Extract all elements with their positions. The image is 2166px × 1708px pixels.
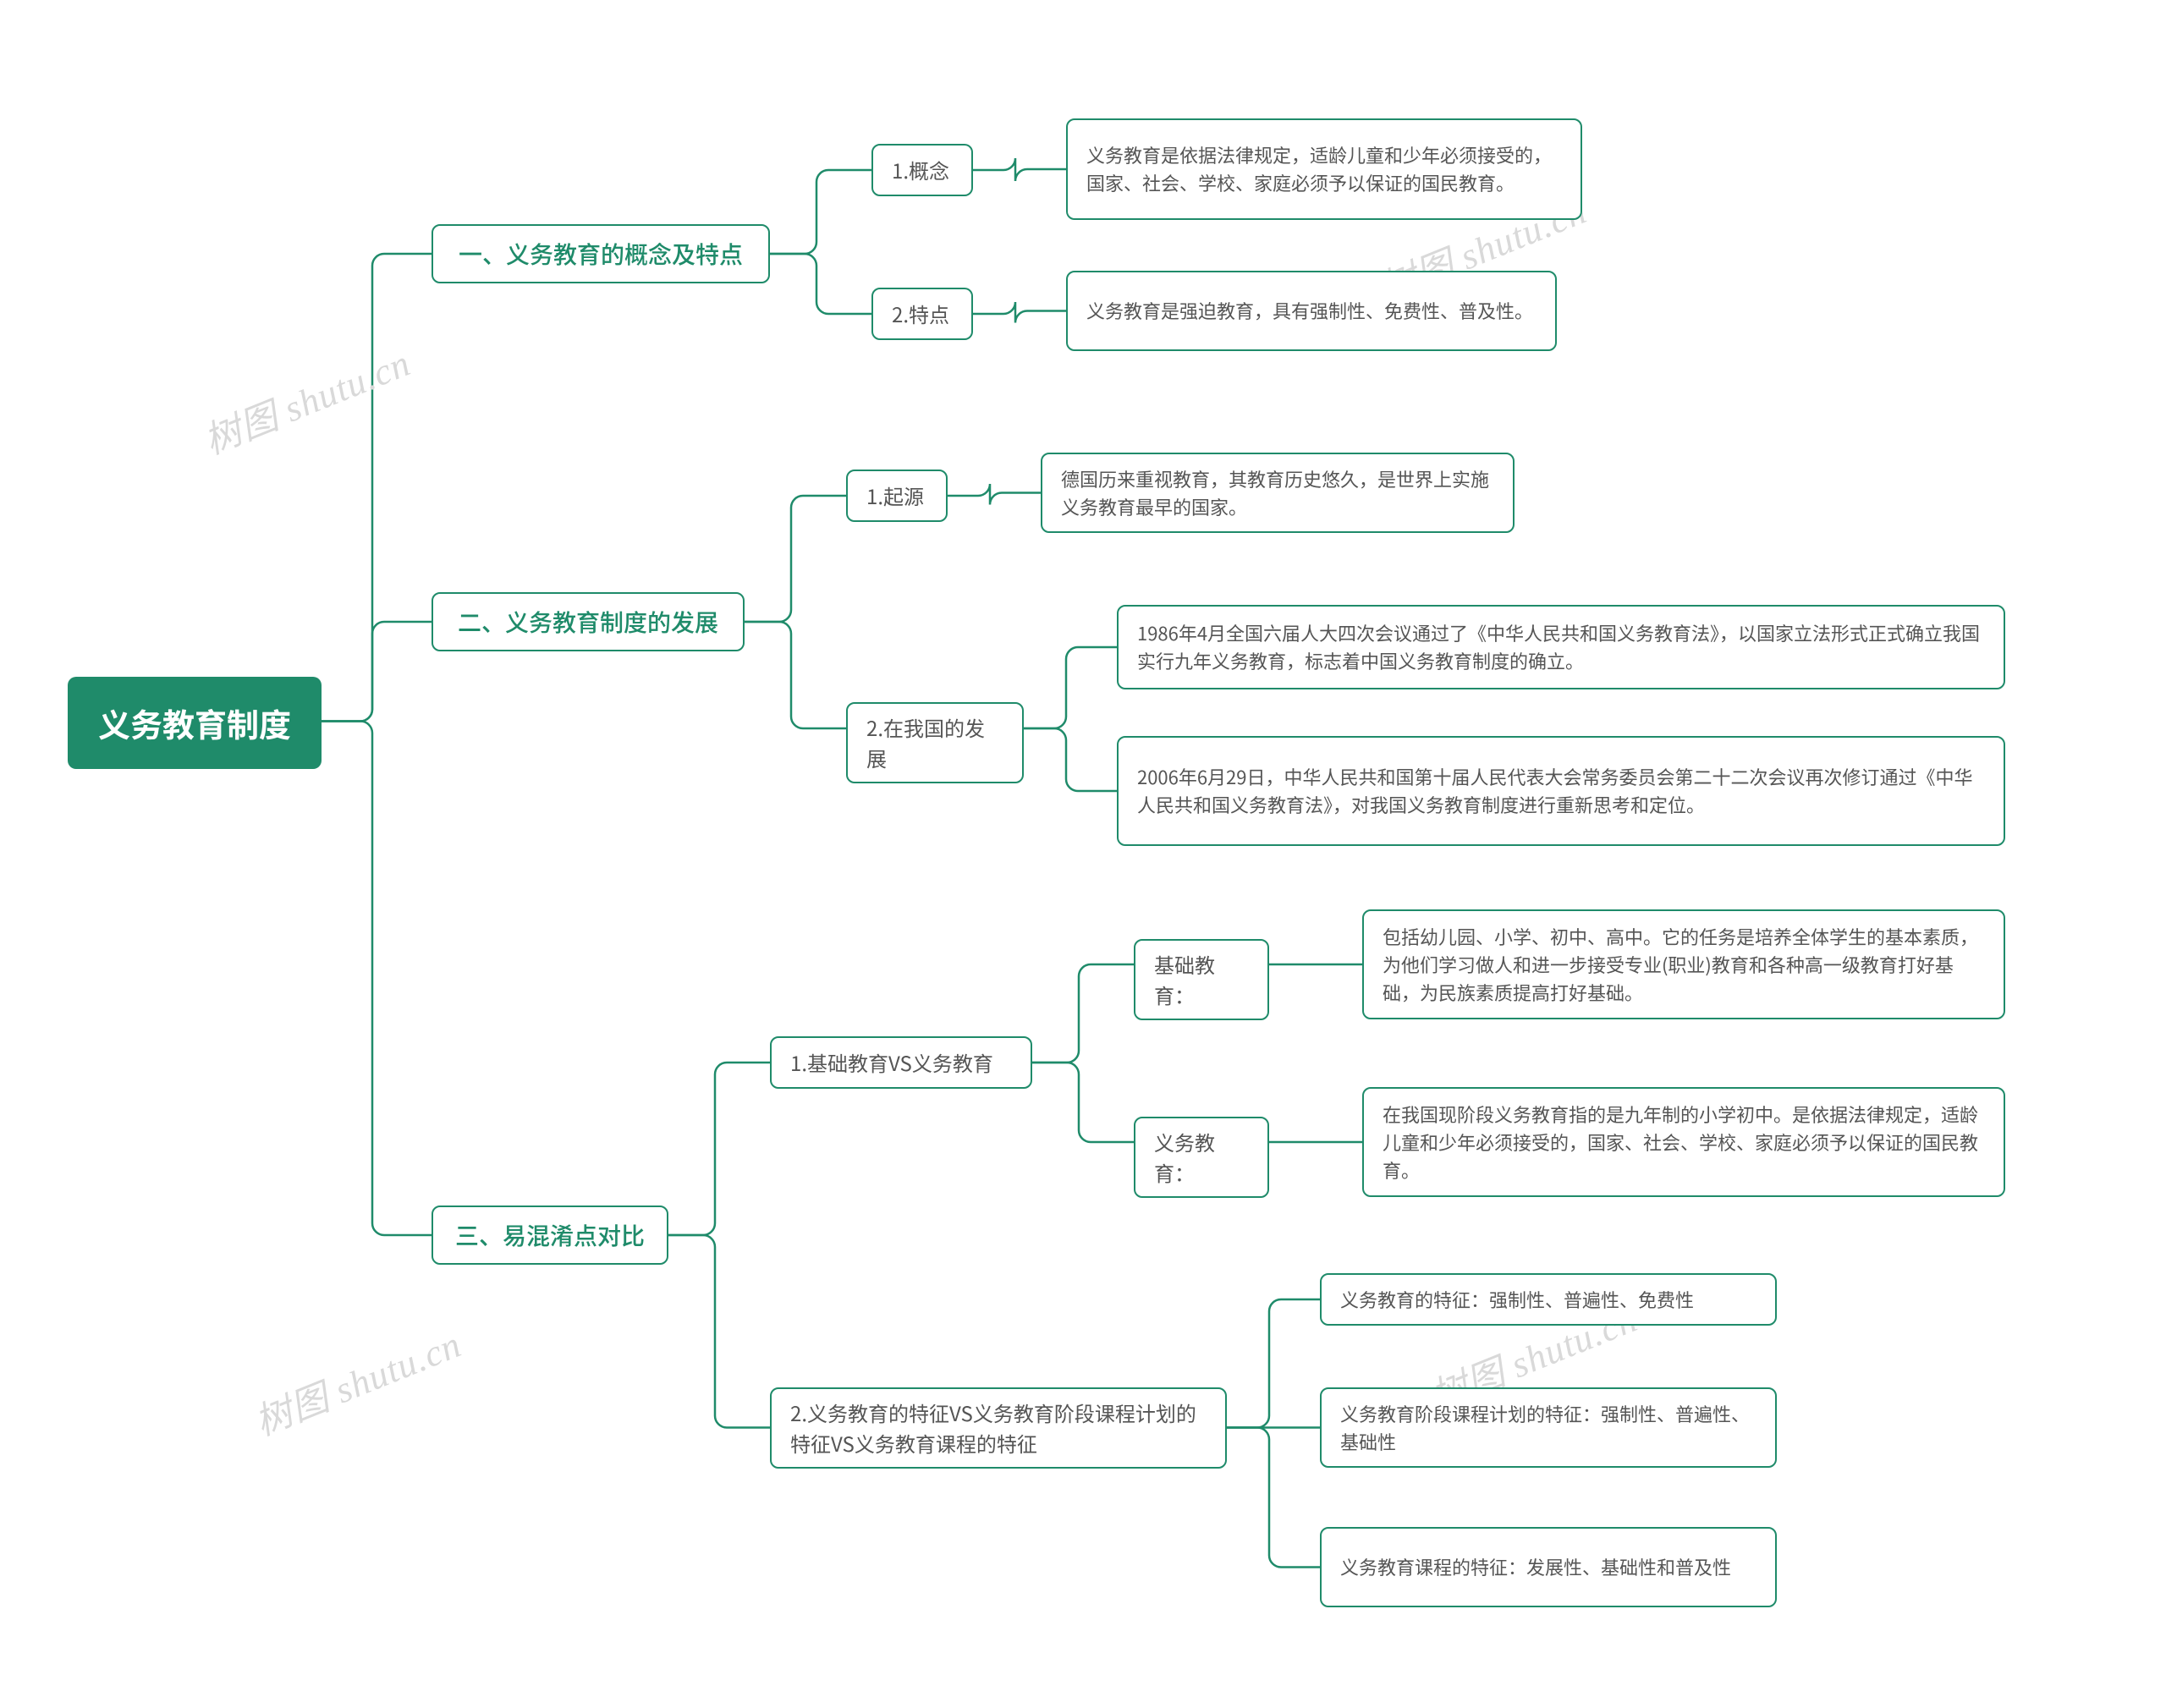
branch-1-child-1-leaf-1: 义务教育是依据法律规定，适龄儿童和少年必须接受的，国家、社会、学校、家庭必须予以… [1066, 118, 1582, 220]
branch-3-child-1-group-2-leaf: 在我国现阶段义务教育指的是九年制的小学初中。是依据法律规定，适龄儿童和少年必须接… [1362, 1087, 2005, 1197]
branch-3-child-2: 2.义务教育的特征VS义务教育阶段课程计划的特征VS义务教育课程的特征 [770, 1387, 1227, 1469]
branch-3-child-1-group-1: 基础教育： [1134, 939, 1269, 1020]
branch-1-child-2: 2.特点 [871, 288, 973, 340]
branch-3-child-1-group-1-leaf: 包括幼儿园、小学、初中、高中。它的任务是培养全体学生的基本素质，为他们学习做人和… [1362, 909, 2005, 1019]
branch-1: 一、义务教育的概念及特点 [432, 224, 770, 283]
branch-2-child-2-leaf-2: 2006年6月29日，中华人民共和国第十届人民代表大会常务委员会第二十二次会议再… [1117, 736, 2005, 846]
branch-3-child-1: 1.基础教育VS义务教育 [770, 1036, 1032, 1089]
branch-2-child-2-leaf-1: 1986年4月全国六届人大四次会议通过了《中华人民共和国义务教育法》，以国家立法… [1117, 605, 2005, 689]
branch-2-child-1: 1.起源 [846, 470, 948, 522]
branch-2-child-2: 2.在我国的发展 [846, 702, 1024, 783]
branch-1-child-2-leaf-1: 义务教育是强迫教育，具有强制性、免费性、普及性。 [1066, 271, 1557, 351]
watermark: 树图 shutu.cn [195, 332, 417, 464]
branch-3-child-2-leaf-3: 义务教育课程的特征：发展性、基础性和普及性 [1320, 1527, 1777, 1607]
mindmap-canvas: 义务教育制度树图 shutu.cn树图 shutu.cn树图 shutu.cn树… [0, 0, 2166, 1708]
branch-2: 二、义务教育制度的发展 [432, 592, 745, 651]
watermark: 树图 shutu.cn [245, 1314, 468, 1446]
branch-3-child-2-leaf-1: 义务教育的特征：强制性、普遍性、免费性 [1320, 1273, 1777, 1326]
branch-3-child-1-group-2: 义务教育： [1134, 1117, 1269, 1198]
branch-3-child-2-leaf-2: 义务教育阶段课程计划的特征：强制性、普遍性、基础性 [1320, 1387, 1777, 1468]
root-node: 义务教育制度 [68, 677, 322, 769]
branch-2-child-1-leaf-1: 德国历来重视教育，其教育历史悠久，是世界上实施义务教育最早的国家。 [1041, 453, 1515, 533]
branch-3: 三、易混淆点对比 [432, 1205, 668, 1265]
branch-1-child-1: 1.概念 [871, 144, 973, 196]
